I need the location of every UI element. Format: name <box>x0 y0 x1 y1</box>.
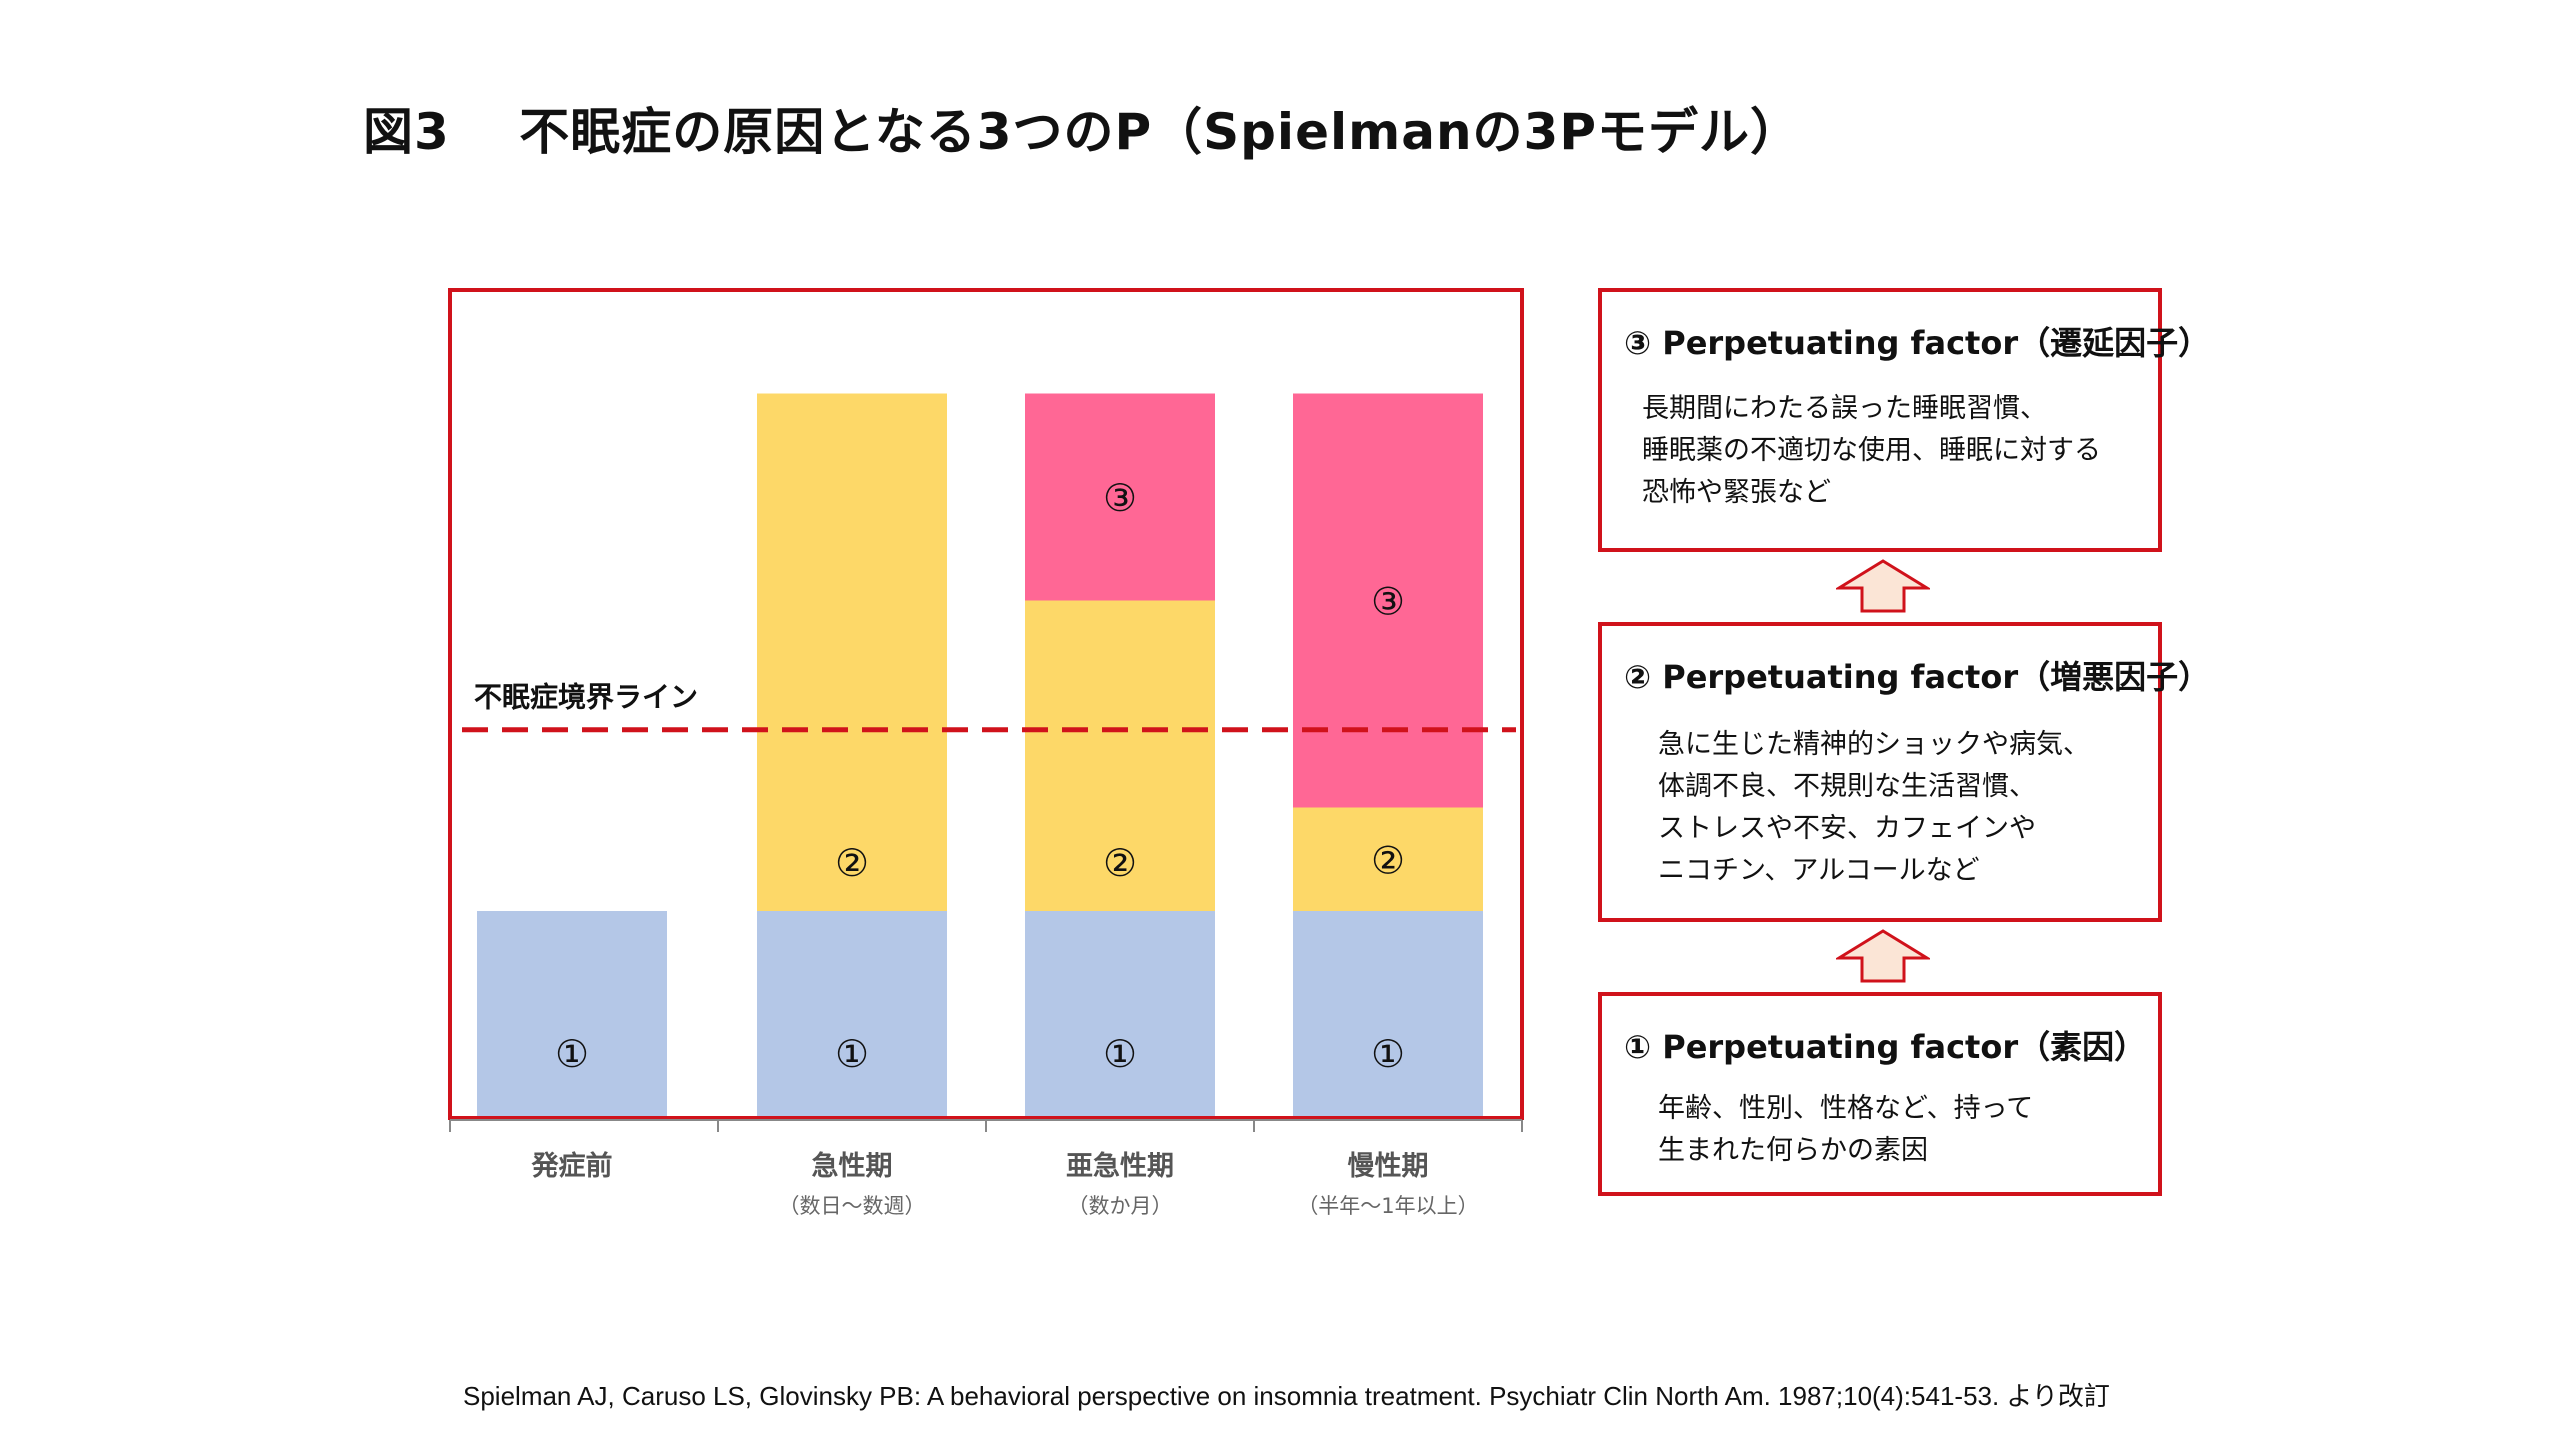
x-tick-sublabel: （数日〜数週） <box>779 1194 926 1218</box>
perpetuating-factor-box: ③ Perpetuating factor（遷延因子） 長期間にわたる誤った睡眠… <box>1598 288 2210 552</box>
up-arrow-icon <box>1836 929 1930 983</box>
aggravating-factor-box: ② Perpetuating factor（増悪因子） 急に生じた精神的ショック… <box>1598 622 2210 922</box>
box-heading: ① Perpetuating factor（素因） <box>1624 1028 2147 1066</box>
bar-segment <box>1293 807 1483 911</box>
x-tick-label: 慢性期 <box>1348 1151 1429 1182</box>
segment-label: ① <box>835 1032 869 1076</box>
bar-segment <box>1293 911 1483 1118</box>
box-line: 年齢、性別、性格など、持って <box>1658 1093 2034 1124</box>
box-line: 急に生じた精神的ショックや病気、 <box>1658 729 2090 760</box>
box-line: ストレスや不安、カフェインや <box>1658 813 2036 844</box>
segment-label: ① <box>1371 1032 1405 1076</box>
box-line: 体調不良、不規則な生活習慣、 <box>1658 771 2036 802</box>
segment-label: ① <box>555 1032 589 1076</box>
x-tick-sublabel: （数か月） <box>1068 1194 1173 1218</box>
threshold-label: 不眠症境界ライン <box>474 681 698 714</box>
segment-label: ② <box>1371 838 1405 882</box>
box-line: 恐怖や緊張など <box>1642 477 1831 508</box>
up-arrow-icon <box>1836 559 1930 613</box>
box-line: 生まれた何らかの素因 <box>1658 1135 1928 1166</box>
chart-frame <box>448 288 1524 1120</box>
predisposing-factor-box: ① Perpetuating factor（素因） 年齢、性別、性格など、持って… <box>1598 992 2162 1196</box>
bar-segment <box>1293 393 1483 808</box>
box-line: ニコチン、アルコールなど <box>1658 855 1980 886</box>
box-body: 年齢、性別、性格など、持って 生まれた何らかの素因 <box>1658 1088 2033 1172</box>
bar-segment <box>757 393 947 911</box>
segment-label: ② <box>1103 841 1137 885</box>
segment-label: ② <box>835 841 869 885</box>
bar-segment <box>477 911 667 1118</box>
box-body: 長期間にわたる誤った睡眠習慣、 睡眠薬の不適切な使用、睡眠に対する 恐怖や緊張な… <box>1642 388 2101 514</box>
bar-segment <box>1025 911 1215 1118</box>
bar-segment <box>1025 600 1215 911</box>
citation: Spielman AJ, Caruso LS, Glovinsky PB: A … <box>463 1381 2110 1411</box>
box-heading: ③ Perpetuating factor（遷延因子） <box>1624 324 2211 362</box>
x-tick-label: 発症前 <box>531 1150 613 1182</box>
x-tick-label: 急性期 <box>812 1150 893 1182</box>
bar-segment <box>757 911 947 1118</box>
x-tick-label: 亜急性期 <box>1066 1150 1174 1182</box>
page-title: 図3 不眠症の原因となる3つのP（Spielmanの3Pモデル） <box>363 103 1801 161</box>
stacked-bar-chart: ① 発症前 ① ② 急性期 （数日〜数週） ① ② ③ 亜急性期 （数か月） ① ② ③ 慢性期 （半年〜1年… <box>448 288 1524 1218</box>
box-line: 長期間にわたる誤った睡眠習慣、 <box>1642 393 2047 424</box>
box-heading: ② Perpetuating factor（増悪因子） <box>1624 658 2211 696</box>
segment-label: ① <box>1103 1032 1137 1076</box>
segment-label: ③ <box>1371 580 1405 624</box>
box-line: 睡眠薬の不適切な使用、睡眠に対する <box>1642 435 2101 466</box>
x-tick-sublabel: （半年〜1年以上） <box>1297 1194 1478 1218</box>
box-body: 急に生じた精神的ショックや病気、 体調不良、不規則な生活習慣、 ストレスや不安、… <box>1658 724 2090 892</box>
segment-label: ③ <box>1103 476 1137 520</box>
bar-segment <box>1025 393 1215 601</box>
